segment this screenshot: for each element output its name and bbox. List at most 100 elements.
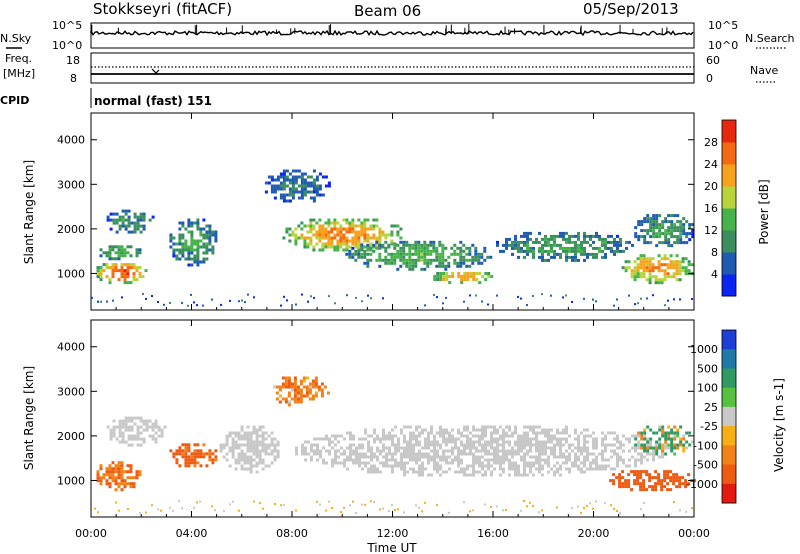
echo-cell	[660, 479, 664, 483]
echo-cell	[535, 461, 538, 465]
echo-cell	[420, 267, 424, 271]
echo-cell	[541, 246, 544, 250]
echo-cell	[409, 443, 412, 447]
echo-cell	[330, 230, 334, 234]
echo-cell	[234, 443, 238, 447]
echo-cell	[541, 431, 544, 435]
echo-cell	[577, 449, 580, 453]
echo-cell	[291, 181, 295, 185]
echo-cell	[381, 258, 385, 262]
echo-cell	[108, 467, 112, 471]
echo-cell	[673, 235, 677, 239]
echo-cell	[333, 221, 337, 225]
echo-cell	[541, 252, 544, 256]
time-axis: 00:00 04:00 08:00 12:00 16:00 20:00 00:00	[75, 113, 710, 540]
echo-cell	[541, 237, 544, 241]
echo-cell	[261, 449, 265, 453]
echo-cell	[299, 397, 303, 401]
echo-cell	[190, 242, 194, 246]
echo-cell	[142, 437, 146, 441]
echo-cell	[583, 449, 586, 453]
echo-cell	[238, 300, 240, 303]
echo-cell	[580, 467, 583, 471]
echo-cell	[214, 230, 218, 234]
echo-cell	[505, 243, 508, 247]
echo-cell	[511, 243, 514, 247]
echo-cell	[402, 249, 406, 253]
echo-cell	[640, 434, 644, 438]
echo-cell	[139, 511, 141, 514]
echo-cell	[129, 482, 133, 486]
echo-cell	[660, 263, 664, 267]
echo-cell	[547, 252, 550, 256]
echo-cell	[574, 464, 577, 468]
echo-cell	[468, 246, 472, 250]
echo-cell	[279, 172, 283, 176]
echo-cell	[502, 243, 505, 247]
echo-cell	[136, 428, 140, 432]
echo-cell	[193, 260, 197, 264]
echo-cell	[435, 255, 439, 259]
echo-cell	[388, 431, 391, 435]
echo-cell	[438, 240, 442, 244]
echo-cell	[330, 245, 334, 249]
echo-cell	[553, 234, 556, 238]
echo-cell	[637, 431, 641, 435]
echo-cell	[249, 431, 253, 435]
echo-cell	[547, 249, 550, 253]
echo-cell	[565, 428, 568, 432]
echo-cell	[382, 434, 385, 438]
echo-cell	[387, 243, 391, 247]
echo-cell	[288, 193, 292, 197]
echo-cell	[553, 449, 556, 453]
echo-cell	[148, 425, 152, 429]
echo-cell	[471, 243, 475, 247]
echo-cell	[610, 246, 613, 250]
echo-cell	[115, 230, 119, 234]
echo-cell	[300, 193, 304, 197]
echo-cell	[577, 434, 580, 438]
echo-cell	[333, 236, 337, 240]
echo-cell	[678, 272, 682, 276]
echo-cell	[637, 302, 639, 305]
echo-cell	[655, 452, 659, 456]
echo-cell	[436, 464, 439, 468]
echo-cell	[529, 437, 532, 441]
echo-cell	[228, 446, 232, 450]
echo-cell	[382, 428, 385, 432]
echo-cell	[372, 249, 376, 253]
echo-cell	[454, 443, 457, 447]
echo-cell	[651, 476, 655, 480]
echo-cell	[120, 479, 124, 483]
echo-cell	[661, 452, 664, 456]
echo-cell	[112, 425, 116, 429]
echo-cell	[178, 449, 182, 453]
echo-cell	[685, 431, 689, 435]
echo-cell	[366, 236, 370, 240]
echo-cell	[636, 263, 640, 267]
echo-cell	[138, 266, 142, 270]
echo-cell	[637, 223, 641, 227]
echo-cell	[505, 458, 508, 462]
echo-cell	[423, 252, 427, 256]
echo-cell	[556, 437, 559, 441]
echo-cell	[646, 229, 650, 233]
echo-cell	[372, 227, 376, 231]
echo-cell	[378, 264, 382, 268]
nsky-panel: N.Sky 10^5 10^0 10^5 10^0 N.Search	[0, 19, 795, 52]
echo-cell	[466, 473, 469, 477]
echo-cell	[312, 218, 316, 222]
echo-cell	[577, 249, 580, 253]
echo-cell	[445, 449, 448, 453]
echo-cell	[439, 278, 443, 281]
echo-cell	[667, 434, 671, 438]
echo-cell	[105, 470, 109, 474]
echo-cell	[460, 449, 463, 453]
echo-cell	[279, 196, 283, 200]
echo-cell	[346, 294, 348, 297]
echo-cell	[646, 446, 650, 450]
echo-cell	[121, 296, 123, 299]
echo-cell	[496, 452, 499, 456]
echo-cell	[291, 196, 295, 200]
echo-cell	[376, 449, 379, 453]
